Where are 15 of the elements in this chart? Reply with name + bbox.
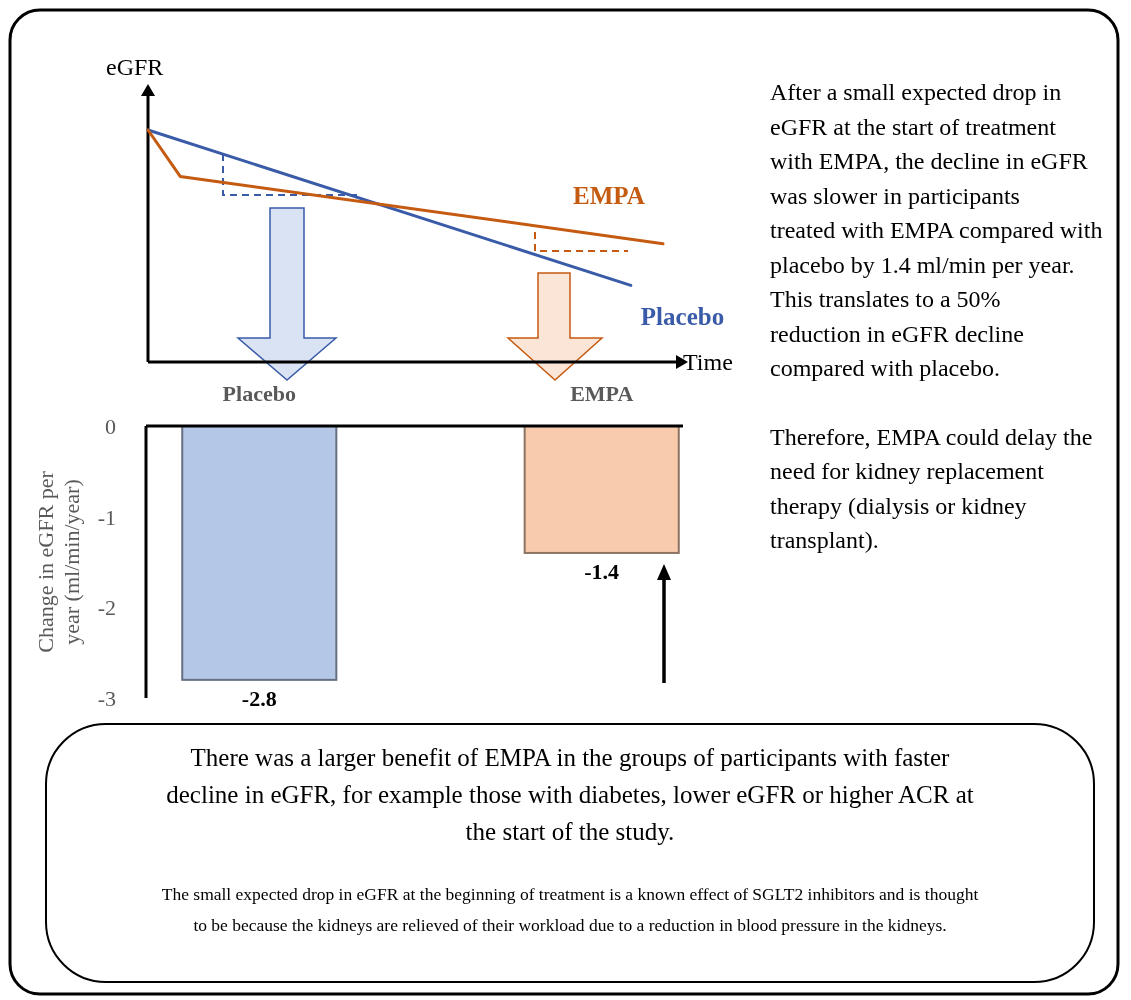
series-label: EMPA <box>573 181 645 209</box>
data-label: -2.8 <box>241 685 277 711</box>
y-tick-label: -2 <box>97 595 116 621</box>
y-tick-label: -3 <box>97 686 116 711</box>
text: The small expected drop in eGFR at the beginning of treatment is a known effect of SGLT2 inhibitors and is thought to be because the kidneys are relieved of their workload due to a reduction in blood pressure in the kidneys. <box>161 884 979 935</box>
text: There was a larger benefit of EMPA in the groups of participants with faster decline in eGFR, for example those with diabetes, lower eGFR or higher ACR at the start of the study. <box>166 744 974 845</box>
y-tick-label: -1 <box>97 504 116 530</box>
series-label: Placebo <box>640 303 725 331</box>
text: After a small expected drop in eGFR at the start of treatment with EMPA, the decline in eGFR was slower in participants treated with EMPA compared with placebo by 1.4 ml/min per year. This translates to a 50% reduction in eGFR decline compared with placebo. <box>770 79 1103 381</box>
y-axis-title: eGFR <box>106 54 164 80</box>
y-axis-title: Change in eGFR per year (ml/min/year) <box>33 470 84 653</box>
text: Therefore, EMPA could delay the need for kidney replacement therapy (dialysis or kidney transplant). <box>770 423 1093 553</box>
data-label: -1.4 <box>584 558 620 584</box>
x-axis-title: Time <box>683 349 733 375</box>
y-tick-label: 0 <box>105 414 116 439</box>
